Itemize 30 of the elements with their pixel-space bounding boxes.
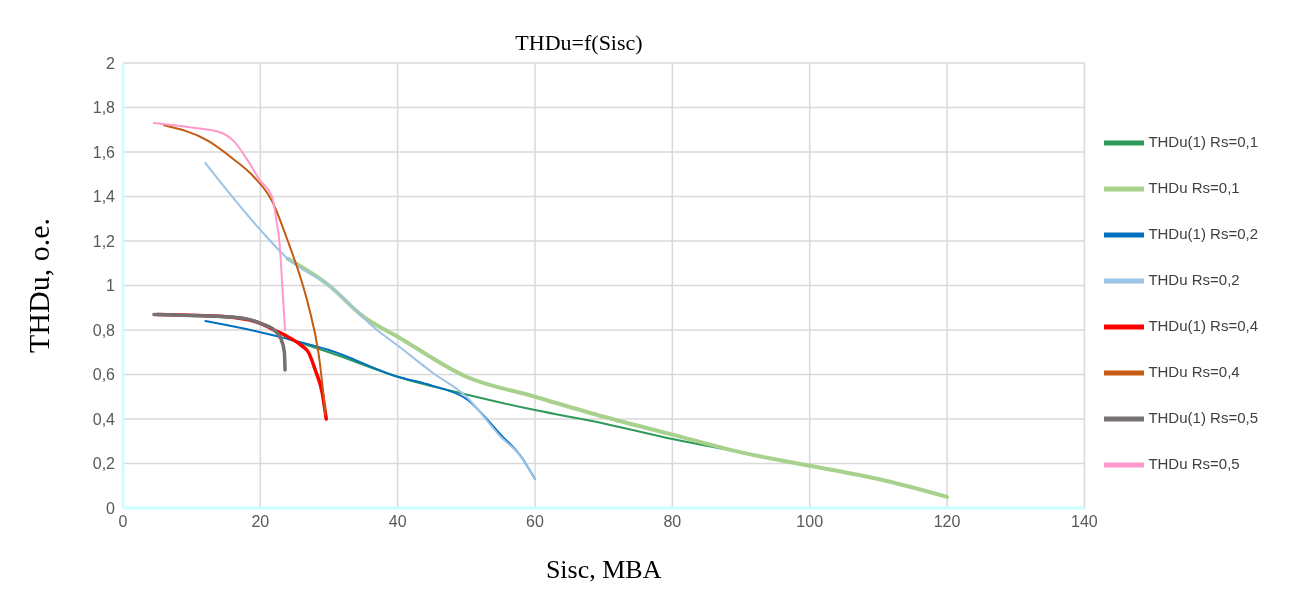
y-axis-title: THDu, o.e. [21, 218, 55, 353]
x-tick-label: 0 [118, 513, 128, 531]
y-tick-label: 0,2 [92, 455, 116, 473]
legend-label: THDu(1) Rs=0,4 [1148, 317, 1258, 334]
y-tick-label: 1,6 [92, 143, 116, 161]
y-tick-label: 1,4 [92, 188, 116, 206]
chart-title: THDu=f(Sisc) [514, 30, 644, 56]
y-tick-label: 1,2 [92, 232, 116, 250]
y-tick-label: 0,6 [92, 366, 116, 384]
y-tick-label: 2 [106, 54, 116, 72]
x-tick-label: 20 [251, 513, 270, 531]
y-tick-label: 0,4 [92, 410, 116, 428]
x-tick-label: 120 [933, 513, 961, 531]
legend-label: THDu Rs=0,4 [1148, 363, 1240, 380]
legend-label: THDu Rs=0,2 [1148, 271, 1240, 288]
legend-label: THDu Rs=0,5 [1148, 455, 1240, 472]
y-tick-label: 0 [106, 499, 116, 517]
legend-label: THDu Rs=0,1 [1148, 179, 1240, 196]
x-tick-label: 100 [796, 513, 824, 531]
legend-label: THDu(1) Rs=0,1 [1148, 133, 1258, 150]
y-tick-label: 1,8 [92, 99, 116, 117]
legend-label: THDu(1) Rs=0,2 [1148, 225, 1258, 242]
y-tick-label: 1 [106, 277, 116, 295]
x-tick-label: 60 [526, 513, 545, 531]
x-axis-title: Sisc, MBA [545, 555, 662, 584]
y-tick-label: 0,8 [92, 321, 116, 339]
x-tick-label: 80 [663, 513, 682, 531]
x-tick-label: 40 [388, 513, 407, 531]
x-tick-label: 140 [1071, 513, 1098, 531]
legend-label: THDu(1) Rs=0,5 [1148, 409, 1258, 426]
